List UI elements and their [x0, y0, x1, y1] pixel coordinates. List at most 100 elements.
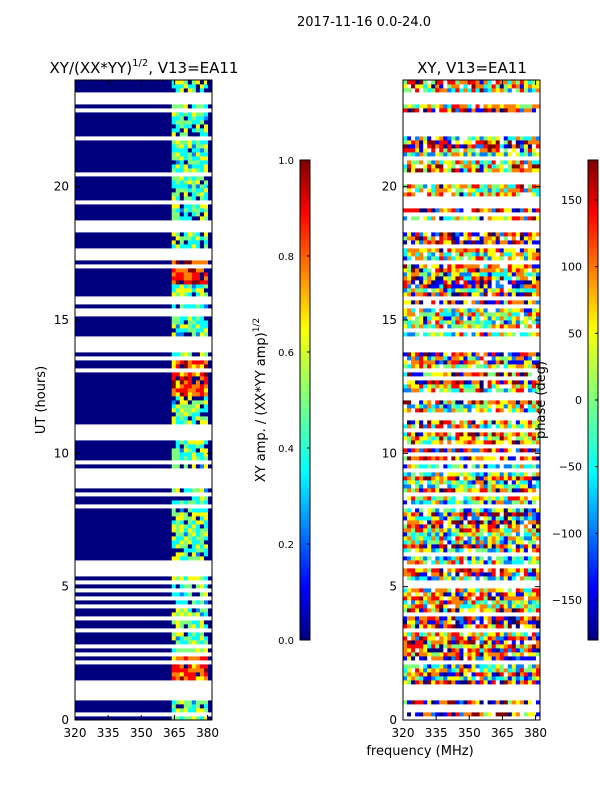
heatmap-cell	[163, 588, 169, 593]
heatmap-cell	[203, 236, 209, 241]
heatmap-cell	[203, 592, 209, 597]
heatmap-cell	[195, 320, 201, 325]
heatmap-cell	[159, 472, 165, 477]
heatmap-cell	[139, 616, 144, 621]
heatmap-cell	[91, 628, 96, 633]
heatmap-cell	[107, 168, 112, 173]
heatmap-cell	[155, 592, 161, 597]
heatmap-cell	[167, 236, 173, 241]
heatmap-cell	[183, 180, 189, 185]
heatmap-cell	[95, 596, 100, 601]
heatmap-cell	[91, 648, 96, 653]
heatmap-cell	[187, 184, 193, 189]
heatmap-cell	[175, 344, 181, 349]
heatmap-cell	[203, 440, 209, 445]
heatmap-cell	[119, 196, 124, 201]
heatmap-cell	[143, 680, 148, 685]
heatmap-cell	[99, 400, 104, 405]
heatmap-cell	[139, 676, 144, 681]
heatmap-cell	[163, 640, 169, 645]
heatmap-cell	[191, 372, 197, 377]
heatmap-cell	[139, 152, 144, 157]
heatmap-cell	[199, 172, 205, 177]
heatmap-cell	[167, 308, 173, 313]
heatmap-cell	[155, 704, 161, 709]
heatmap-cell	[123, 284, 128, 289]
heatmap-cell	[75, 464, 80, 469]
heatmap-cell	[163, 236, 169, 241]
heatmap-cell	[167, 340, 173, 345]
heatmap-cell	[179, 676, 185, 681]
heatmap-cell	[131, 700, 136, 705]
heatmap-cell	[115, 340, 120, 345]
heatmap-cell	[131, 312, 136, 317]
heatmap-cell	[143, 668, 148, 673]
heatmap-cell	[95, 140, 100, 145]
heatmap-cell	[95, 660, 100, 665]
heatmap-cell	[191, 632, 197, 637]
heatmap-cell	[171, 556, 177, 561]
heatmap-cell	[159, 516, 165, 521]
heatmap-cell	[107, 272, 112, 277]
heatmap-cell	[87, 668, 92, 673]
heatmap-cell	[119, 504, 124, 509]
heatmap-cell	[135, 196, 140, 201]
heatmap-cell	[139, 212, 144, 217]
heatmap-cell	[75, 608, 80, 613]
heatmap-cell	[207, 400, 213, 405]
heatmap-cell	[171, 328, 177, 333]
heatmap-cell	[99, 572, 104, 577]
heatmap-cell	[119, 496, 124, 501]
heatmap-cell	[183, 304, 189, 309]
heatmap-cell	[175, 672, 181, 677]
heatmap-cell	[107, 544, 112, 549]
heatmap-cell	[127, 264, 132, 269]
heatmap-cell	[95, 484, 100, 489]
heatmap-cell	[135, 676, 140, 681]
heatmap-cell	[119, 564, 124, 569]
heatmap-cell	[147, 172, 152, 177]
heatmap-cell	[179, 156, 185, 161]
heatmap-cell	[187, 308, 193, 313]
heatmap-cell	[143, 152, 148, 157]
heatmap-cell	[163, 644, 169, 649]
heatmap-cell	[163, 228, 169, 233]
heatmap-cell	[199, 308, 205, 313]
heatmap-cell	[143, 408, 148, 413]
heatmap-cell	[119, 236, 124, 241]
heatmap-cell	[151, 440, 156, 445]
heatmap-cell	[159, 256, 165, 261]
heatmap-cell	[143, 704, 148, 709]
heatmap-cell	[191, 392, 197, 397]
heatmap-cell	[203, 152, 209, 157]
heatmap-cell	[99, 204, 104, 209]
heatmap-cell	[175, 300, 181, 305]
heatmap-cell	[151, 252, 156, 257]
heatmap-cell	[195, 624, 201, 629]
heatmap-cell	[111, 512, 116, 517]
heatmap-cell	[207, 480, 213, 485]
heatmap-cell	[183, 420, 189, 425]
heatmap-cell	[179, 468, 185, 473]
heatmap-cell	[203, 620, 209, 625]
heatmap-cell	[159, 364, 165, 369]
heatmap-cell	[179, 244, 185, 249]
heatmap-cell	[83, 284, 88, 289]
heatmap-cell	[151, 444, 156, 449]
heatmap-cell	[199, 612, 205, 617]
heatmap-cell	[187, 312, 193, 317]
heatmap-cell	[207, 636, 213, 641]
heatmap-cell	[91, 452, 96, 457]
heatmap-cell	[175, 692, 181, 697]
heatmap-cell	[135, 152, 140, 157]
heatmap-cell	[103, 212, 108, 217]
heatmap-cell	[119, 440, 124, 445]
heatmap-cell	[175, 172, 181, 177]
heatmap-cell	[179, 712, 185, 717]
heatmap-cell	[83, 524, 88, 529]
heatmap-cell	[127, 612, 132, 617]
heatmap-cell	[187, 684, 193, 689]
heatmap-cell	[87, 300, 92, 305]
heatmap-cell	[147, 616, 152, 621]
heatmap-cell	[95, 644, 100, 649]
